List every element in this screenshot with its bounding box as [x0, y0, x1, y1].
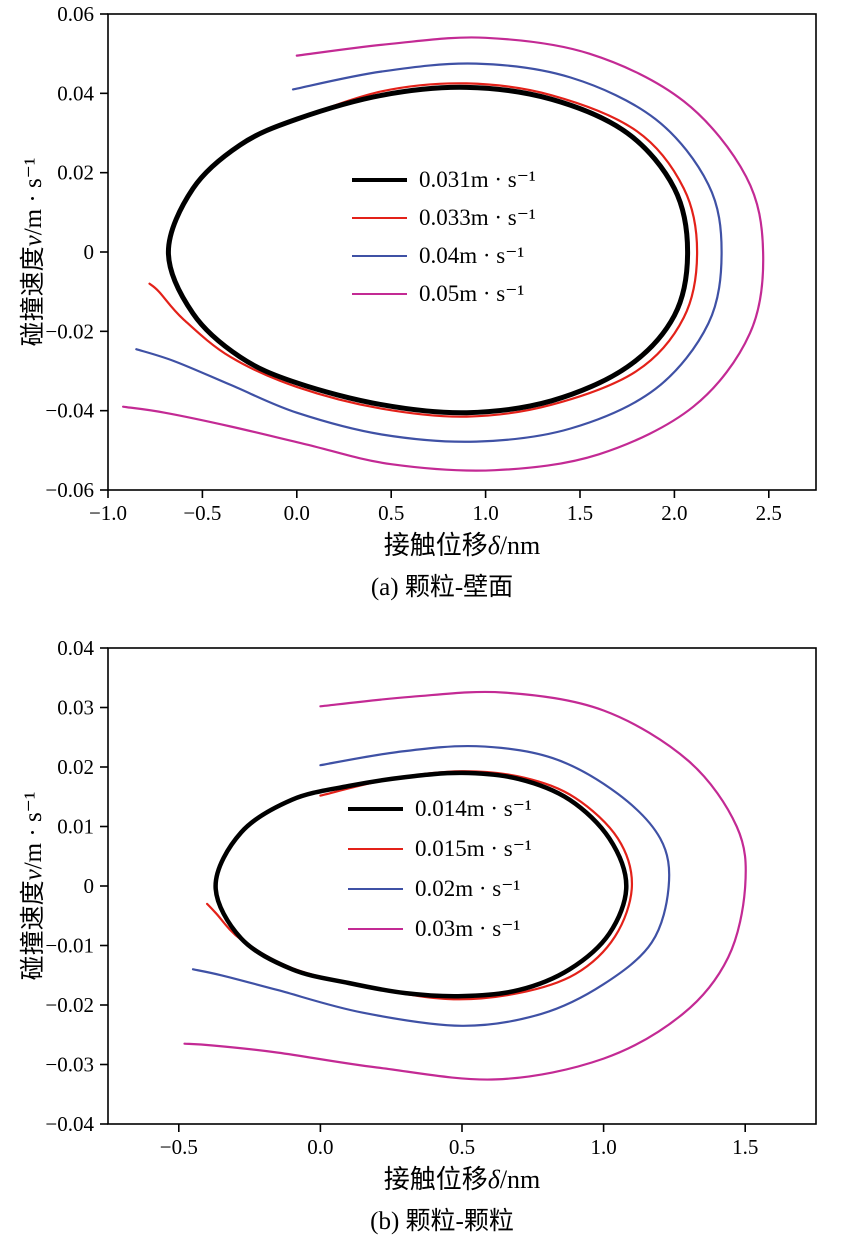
x-tick-label: 1.5: [567, 501, 593, 524]
x-axis-unit: /nm: [499, 1165, 541, 1194]
legend-line-swatch: [348, 927, 403, 931]
x-tick-label: −0.5: [183, 501, 221, 524]
legend-item: 0.04m · s⁻¹: [352, 237, 536, 275]
x-tick-label: 0.5: [378, 501, 404, 524]
legend-line-swatch: [348, 847, 403, 851]
legend-line-swatch: [352, 216, 407, 220]
x-axis-label-text: 接触位移: [383, 531, 488, 560]
x-tick-label: 1.0: [472, 501, 498, 524]
legend-label: 0.03m · s⁻¹: [415, 916, 521, 941]
y-axis-variable: v: [20, 869, 47, 881]
x-tick-label: 0.0: [284, 501, 310, 524]
x-tick-label: 1.5: [732, 1135, 758, 1158]
legend: 0.014m · s⁻¹ 0.015m · s⁻¹ 0.02m · s⁻¹ 0.…: [348, 789, 532, 949]
phase-plot-a: −1.0 −0.5 0.0 0.5 1.0 1.5 2.0 2.5 0.06 0.04 0.02 0 −…: [45, 2, 817, 524]
y-tick-label: 0.04: [57, 636, 94, 660]
figure-particle-wall: −1.0 −0.5 0.0 0.5 1.0 1.5 2.0 2.5 0.06 0.04 0.02 0 −…: [0, 0, 844, 608]
legend-item: 0.015m · s⁻¹: [348, 829, 532, 869]
y-axis-unit: /m · s⁻¹: [20, 791, 47, 870]
series-curve-0.014m · s⁻¹: [213, 770, 629, 999]
legend: 0.031m · s⁻¹ 0.033m · s⁻¹ 0.04m · s⁻¹ 0.…: [352, 161, 536, 313]
y-tick-label: −0.01: [45, 934, 94, 958]
y-axis-label-text: 碰撞速度: [20, 246, 47, 347]
y-axis-variable: v: [20, 235, 47, 247]
y-tick-label: −0.06: [45, 478, 94, 502]
x-tick-label: 0.0: [307, 1135, 333, 1158]
y-axis-label-text: 碰撞速度: [20, 880, 47, 981]
legend-item: 0.031m · s⁻¹: [352, 161, 536, 199]
x-axis-label-text: 接触位移: [383, 1165, 488, 1194]
legend-label: 0.033m · s⁻¹: [419, 205, 536, 230]
legend-item: 0.014m · s⁻¹: [348, 789, 532, 829]
y-tick-label: −0.04: [45, 399, 94, 423]
legend-item: 0.03m · s⁻¹: [348, 909, 532, 949]
y-tick-label: 0.06: [57, 2, 94, 26]
y-axis-unit: /m · s⁻¹: [20, 157, 47, 236]
legend-item: 0.033m · s⁻¹: [352, 199, 536, 237]
x-axis-label: 接触位移δ/nm: [108, 1158, 816, 1202]
legend-line-swatch: [352, 292, 407, 296]
y-tick-label: 0.03: [57, 696, 94, 720]
x-tick-label: −1.0: [89, 501, 127, 524]
y-tick-label: −0.02: [45, 993, 94, 1017]
x-tick-label: 0.5: [449, 1135, 475, 1158]
y-axis-label: 碰撞速度v/m · s⁻¹: [14, 14, 54, 490]
series-curve-0.04m · s⁻¹: [135, 62, 723, 443]
legend-line-swatch: [348, 887, 403, 891]
y-tick-label: −0.03: [45, 1053, 94, 1077]
legend-label: 0.015m · s⁻¹: [415, 836, 532, 861]
legend-item: 0.02m · s⁻¹: [348, 869, 532, 909]
series-curve-0.05m · s⁻¹: [122, 36, 765, 472]
y-tick-label: 0.02: [57, 161, 94, 185]
figure-particle-particle: −0.5 0.0 0.5 1.0 1.5 0.04 0.03 0.02 0.01 0 −0.01 −0…: [0, 634, 844, 1242]
series-curve-0.031m · s⁻¹: [165, 84, 691, 416]
legend-line-swatch: [348, 807, 403, 811]
legend-label: 0.05m · s⁻¹: [419, 281, 525, 306]
legend-label: 0.02m · s⁻¹: [415, 876, 521, 901]
phase-plot-b: −0.5 0.0 0.5 1.0 1.5 0.04 0.03 0.02 0.01 0 −0.01 −0…: [45, 636, 817, 1158]
series-curve-0.03m · s⁻¹: [183, 690, 747, 1081]
x-axis-label: 接触位移δ/nm: [108, 524, 816, 568]
y-tick-label: 0.04: [57, 81, 94, 105]
subfigure-caption-a: (a) 颗粒-壁面: [370, 574, 514, 601]
legend-line-swatch: [352, 254, 407, 258]
series-curve-0.02m · s⁻¹: [191, 744, 671, 1027]
y-tick-label: −0.04: [45, 1112, 94, 1136]
x-tick-label: 2.0: [661, 501, 687, 524]
x-tick-label: 1.0: [590, 1135, 616, 1158]
subfigure-caption-b: (b) 颗粒-颗粒: [370, 1208, 514, 1235]
x-tick-label: −0.5: [160, 1135, 198, 1158]
plot-area-b: −0.5 0.0 0.5 1.0 1.5 0.04 0.03 0.02 0.01 0 −0.01 −0…: [0, 634, 844, 1158]
x-tick-label: 2.5: [756, 501, 782, 524]
x-axis-variable: δ: [487, 1165, 500, 1194]
legend-line-swatch: [352, 178, 407, 182]
x-axis-unit: /nm: [499, 531, 541, 560]
y-tick-label: 0.02: [57, 755, 94, 779]
y-tick-label: −0.02: [45, 319, 94, 343]
plot-area-a: −1.0 −0.5 0.0 0.5 1.0 1.5 2.0 2.5 0.06 0.04 0.02 0 −…: [0, 0, 844, 524]
y-tick-label: 0: [84, 874, 95, 898]
series-curve-0.033m · s⁻¹: [148, 82, 699, 418]
legend-label: 0.031m · s⁻¹: [419, 167, 536, 192]
y-tick-label: 0.01: [57, 815, 94, 839]
y-axis-label: 碰撞速度v/m · s⁻¹: [14, 648, 54, 1124]
x-axis-variable: δ: [487, 531, 500, 560]
legend-label: 0.014m · s⁻¹: [415, 796, 532, 821]
y-tick-label: 0: [84, 240, 95, 264]
legend-item: 0.05m · s⁻¹: [352, 275, 536, 313]
legend-label: 0.04m · s⁻¹: [419, 243, 525, 268]
